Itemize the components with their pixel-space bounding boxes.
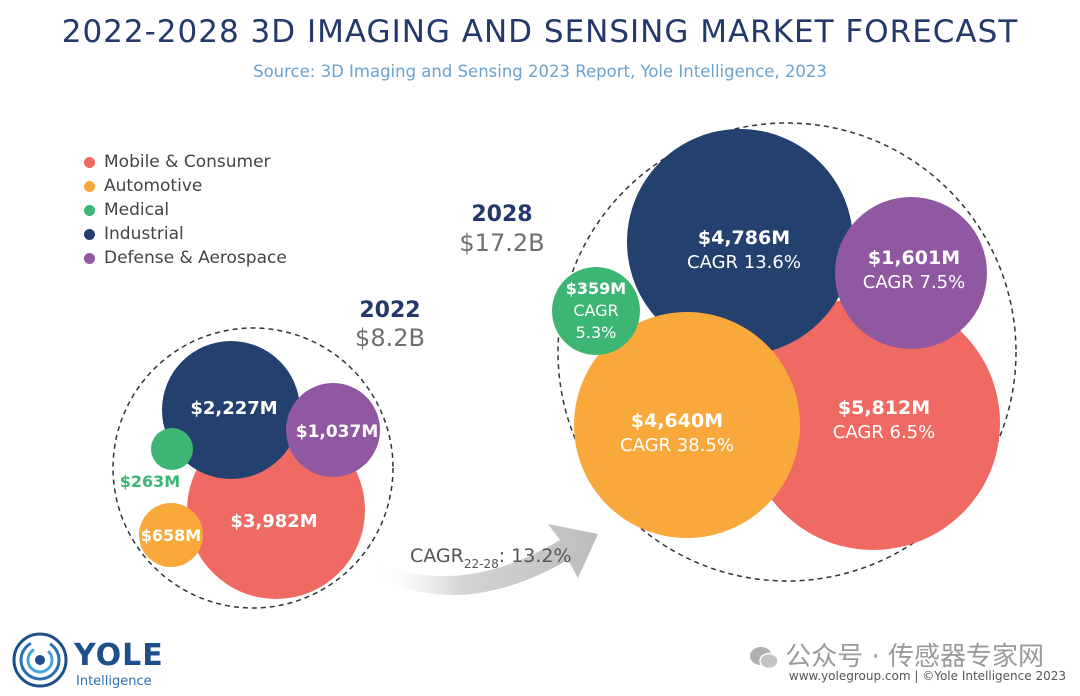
bubble-label-2028-defense: $1,601M: [868, 247, 960, 269]
group-outline-2022: [112, 327, 394, 609]
bubble-cagr-2028-medical: CAGR: [573, 301, 618, 320]
legend-item-automotive: Automotive: [84, 176, 287, 200]
bubble-label-2028-automotive: $4,640M: [631, 410, 723, 432]
logo-wordmark: YOLE: [74, 638, 164, 673]
bubble-label-2028-industrial: $4,786M: [698, 227, 790, 249]
total-label-2022: $8.2B: [355, 324, 425, 352]
legend-label: Mobile & Consumer: [104, 152, 271, 172]
legend-swatch: [84, 181, 95, 192]
bubble-cagr-2028-defense: CAGR 7.5%: [863, 272, 965, 293]
bubble-cagr-2028-medical-line2: 5.3%: [576, 323, 617, 342]
chart-title: 2022-2028 3D IMAGING AND SENSING MARKET …: [61, 14, 1019, 50]
legend-label: Industrial: [104, 224, 184, 244]
legend-label: Defense & Aerospace: [104, 248, 287, 268]
legend-item-defense: Defense & Aerospace: [84, 248, 287, 272]
bubble-cagr-2028-mobile: CAGR 6.5%: [833, 422, 935, 443]
footer-credit: www.yolegroup.com | ©Yole Intelligence 2…: [788, 669, 1066, 683]
legend-swatch: [84, 205, 95, 216]
legend-item-mobile: Mobile & Consumer: [84, 152, 287, 176]
total-label-2028: $17.2B: [459, 229, 545, 257]
legend-swatch: [84, 157, 95, 168]
legend-label: Automotive: [104, 176, 203, 196]
legend-swatch: [84, 253, 95, 264]
legend: Mobile & Consumer Automotive Medical Ind…: [84, 152, 287, 272]
bubble-label-2022-defense: $1,037M: [296, 422, 379, 442]
bubble-2028-industrial: [627, 129, 853, 355]
bubble-label-2022-medical: $263M: [120, 472, 180, 491]
chart-subtitle: Source: 3D Imaging and Sensing 2023 Repo…: [253, 62, 827, 81]
bubble-2022-defense: [286, 383, 380, 477]
bubble-label-2022-mobile: $3,982M: [230, 511, 317, 532]
wechat-icon: [749, 646, 779, 670]
yole-logo: YOLE Intelligence: [10, 628, 180, 692]
bubble-2022-industrial: [162, 341, 300, 479]
bubble-2028-defense: [835, 197, 987, 349]
bubble-2028-automotive: [574, 312, 800, 538]
cagr-arrow: [370, 524, 598, 595]
bubble-2028-medical: [552, 267, 640, 355]
bubble-label-2022-automotive: $658M: [141, 526, 201, 545]
logo-subtext: Intelligence: [76, 674, 152, 689]
year-label-2028: 2028: [471, 202, 533, 227]
yole-logo-mark-icon: [12, 632, 68, 688]
bubble-2028-mobile: [746, 296, 1000, 550]
bubble-2022-automotive: [139, 503, 203, 567]
bubble-label-2022-industrial: $2,227M: [190, 398, 277, 419]
cagr-label: CAGR22-28: 13.2%: [410, 545, 572, 571]
bubble-cagr-2028-automotive: CAGR 38.5%: [620, 435, 734, 456]
bubble-label-2028-mobile: $5,812M: [838, 397, 930, 419]
group-outline-2028: [557, 122, 1017, 582]
bubble-2022-medical: [151, 428, 193, 470]
watermark-text: 公众号 · 传感器专家网: [785, 642, 1044, 672]
bubble-cagr-2028-industrial: CAGR 13.6%: [687, 252, 801, 273]
legend-item-industrial: Industrial: [84, 224, 287, 248]
watermark: 公众号 · 传感器专家网: [749, 636, 1044, 673]
legend-swatch: [84, 229, 95, 240]
legend-item-medical: Medical: [84, 200, 287, 224]
year-label-2022: 2022: [359, 298, 421, 323]
bubble-label-2028-medical: $359M: [566, 279, 626, 298]
legend-label: Medical: [104, 200, 170, 220]
